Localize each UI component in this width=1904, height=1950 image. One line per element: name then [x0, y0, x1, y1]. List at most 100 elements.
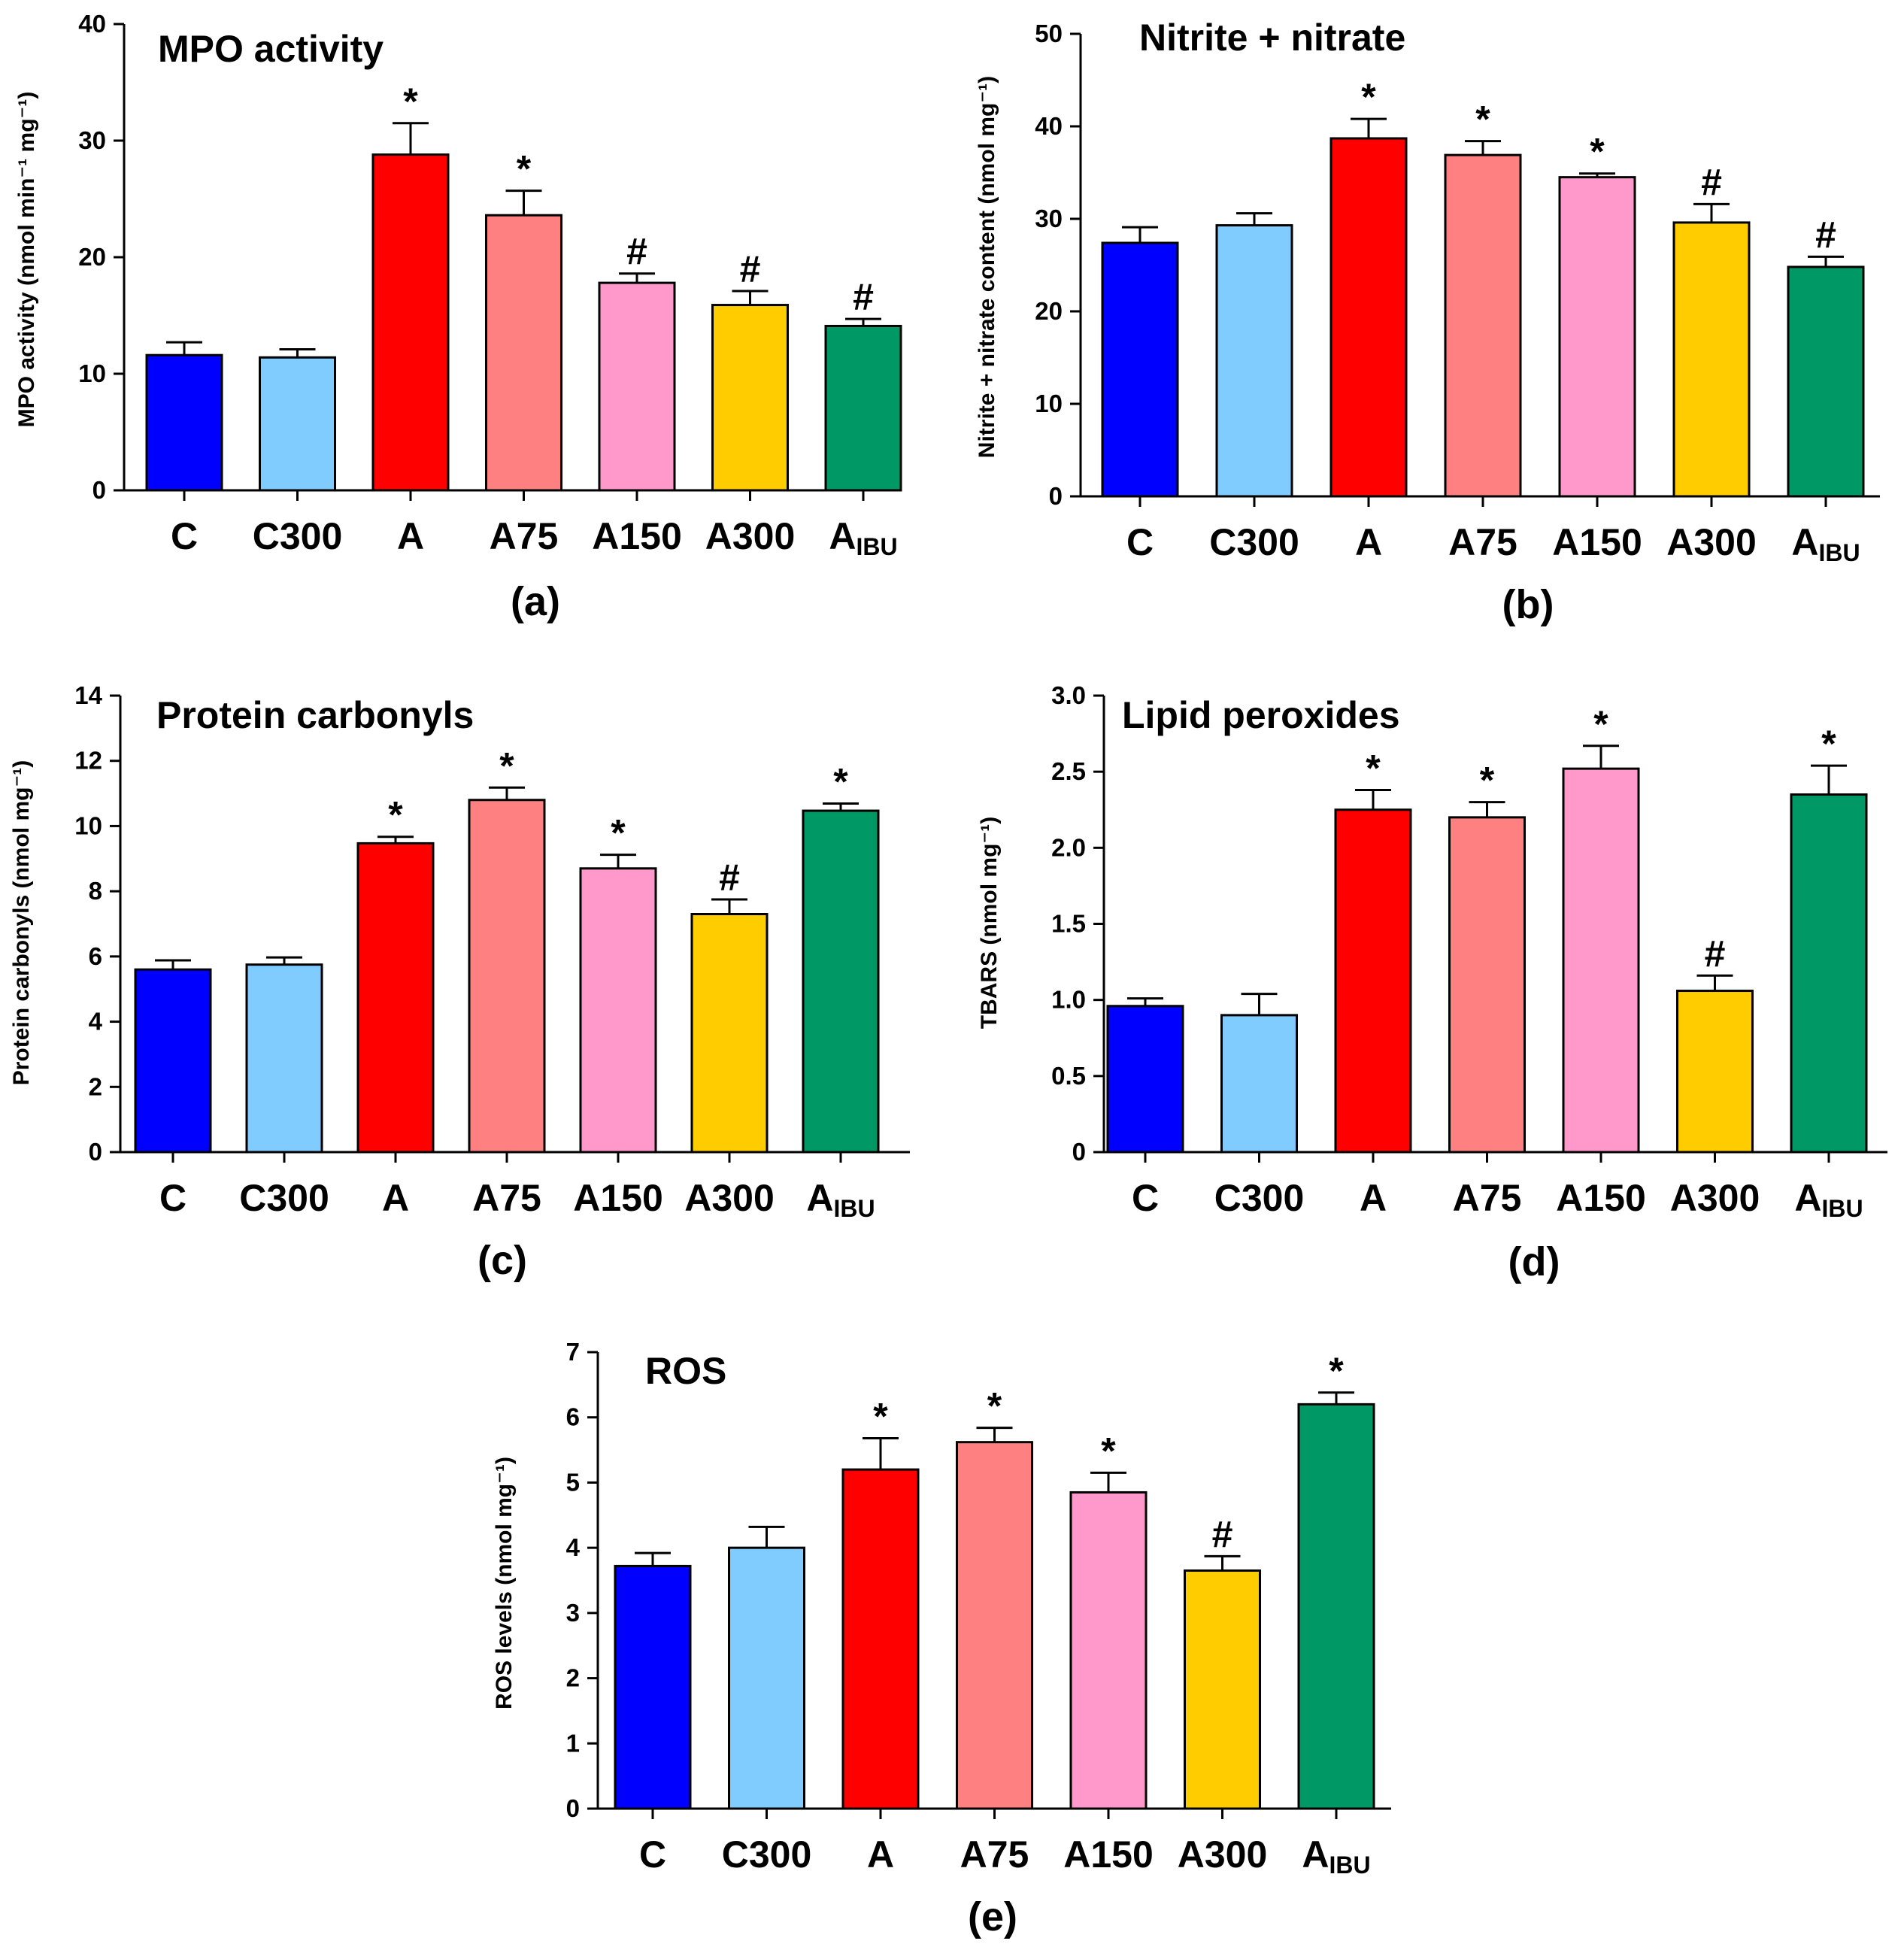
x-tick-label: C300 [239, 1177, 329, 1219]
y-tick-label: 4 [566, 1533, 581, 1561]
bar-a300 [1184, 1569, 1261, 1810]
y-tick-label: 6 [89, 942, 102, 970]
x-tick-label: AIBU [806, 1177, 875, 1222]
y-tick-label: 0 [566, 1794, 580, 1822]
x-tick-label: C300 [253, 515, 343, 557]
significance-marker: * [388, 794, 403, 836]
y-tick-label: 10 [74, 811, 102, 839]
y-tick-label: 2.5 [1051, 757, 1086, 785]
y-tick-label: 14 [74, 681, 102, 709]
significance-marker: # [719, 857, 740, 899]
x-tick-label: A75 [960, 1833, 1029, 1876]
x-tick-label: C300 [1209, 521, 1299, 563]
significance-marker: * [1593, 703, 1608, 745]
significance-marker: * [1590, 131, 1605, 173]
x-tick-label: A75 [1448, 521, 1517, 563]
y-tick-label: 1.0 [1051, 986, 1086, 1014]
bar-a-ibu [824, 324, 902, 492]
chart-panel-2: Nitrite + nitrate Nitrite + nitrate conte… [975, 17, 1880, 627]
chart-title: Nitrite + nitrate [1139, 17, 1405, 59]
significance-marker: * [499, 745, 514, 787]
bar-a150 [1069, 1491, 1148, 1810]
significance-marker: # [740, 248, 761, 290]
x-tick-label: A300 [1666, 521, 1757, 563]
y-tick-label: 1 [566, 1729, 580, 1757]
significance-marker: * [833, 761, 848, 803]
y-tick-label: 40 [1035, 112, 1063, 140]
bar-a300 [690, 912, 769, 1154]
bar-c300 [1220, 1014, 1298, 1154]
y-tick-label: 20 [78, 243, 106, 271]
y-axis-label: TBARS (nmol mg⁻¹) [977, 817, 1002, 1029]
x-tick-label: AIBU [829, 515, 897, 560]
y-tick-label: 50 [1035, 20, 1063, 47]
bar-a75 [468, 799, 546, 1154]
y-tick-label: 3 [566, 1599, 580, 1627]
y-tick-label: 5 [566, 1468, 580, 1496]
bar-a [1329, 137, 1408, 498]
significance-marker: * [403, 80, 418, 123]
x-tick-label: C300 [722, 1833, 812, 1876]
bar-c [1101, 241, 1179, 498]
y-tick-label: 2 [566, 1664, 580, 1692]
bar-c [145, 353, 223, 492]
y-tick-label: 7 [566, 1338, 580, 1366]
significance-marker: * [1361, 76, 1376, 118]
x-tick-label: A75 [490, 515, 559, 557]
y-tick-label: 6 [566, 1403, 580, 1431]
bar-a150 [1558, 176, 1636, 498]
bar-c [134, 968, 212, 1154]
significance-marker: # [1701, 161, 1722, 203]
bar-a75 [956, 1441, 1033, 1810]
bar-a75 [485, 214, 562, 492]
panel-label: (c) [478, 1238, 527, 1283]
x-tick-label: C [159, 1177, 186, 1219]
significance-marker: * [611, 812, 626, 854]
bar-c300 [728, 1546, 805, 1810]
bar-a150 [1562, 767, 1640, 1154]
y-tick-label: 30 [78, 126, 106, 154]
x-tick-label: C [171, 515, 198, 557]
y-tick-label: 20 [1035, 297, 1063, 325]
bar-a-ibu [1790, 793, 1868, 1154]
significance-marker: # [1705, 933, 1726, 975]
x-tick-label: A150 [1063, 1833, 1154, 1876]
x-tick-label: AIBU [1302, 1833, 1370, 1879]
significance-marker: # [1815, 214, 1836, 256]
chart-panel-3: Protein carbonyls Protein carbonyls (nmol… [9, 681, 910, 1283]
bar-a [1334, 808, 1412, 1154]
panel-label: (e) [968, 1894, 1017, 1939]
panel-label: (a) [511, 579, 560, 624]
y-tick-label: 30 [1035, 205, 1063, 232]
y-axis-label: ROS levels (nmol mg⁻¹) [492, 1457, 517, 1709]
significance-marker: * [1475, 99, 1490, 141]
significance-marker: * [1480, 760, 1495, 802]
chart-title: Lipid peroxides [1122, 694, 1400, 736]
y-tick-label: 0 [1049, 482, 1063, 510]
x-tick-label: A75 [1453, 1177, 1522, 1219]
x-tick-label: A300 [684, 1177, 775, 1219]
x-tick-label: A150 [592, 515, 682, 557]
y-tick-label: 1.5 [1051, 910, 1086, 938]
y-tick-label: 0.5 [1051, 1062, 1086, 1090]
x-tick-label: A150 [573, 1177, 663, 1219]
y-tick-label: 10 [1035, 390, 1063, 417]
bar-a150 [579, 867, 657, 1154]
y-axis-label: Nitrite + nitrate content (nmol mg⁻¹) [975, 76, 999, 458]
x-tick-label: A [397, 515, 424, 557]
bar-a75 [1448, 816, 1526, 1154]
x-tick-label: A [867, 1833, 894, 1876]
chart-panel-5: ROS ROS levels (nmol mg⁻¹) C C300 * A * A75 * A15… [492, 1338, 1391, 1939]
significance-marker: # [1212, 1513, 1233, 1555]
y-tick-label: 10 [78, 359, 106, 387]
y-tick-label: 3.0 [1051, 681, 1086, 709]
x-tick-label: C300 [1214, 1177, 1305, 1219]
bar-a-ibu [802, 809, 880, 1154]
y-tick-label: 12 [74, 747, 102, 775]
y-tick-label: 40 [78, 10, 106, 38]
significance-marker: * [1329, 1350, 1344, 1392]
chart-panel-4: Lipid peroxides TBARS (nmol mg⁻¹) C C300 * A *… [977, 681, 1887, 1284]
bar-a300 [1676, 990, 1754, 1154]
bar-a75 [1444, 153, 1522, 498]
bar-a-ibu [1297, 1403, 1375, 1810]
